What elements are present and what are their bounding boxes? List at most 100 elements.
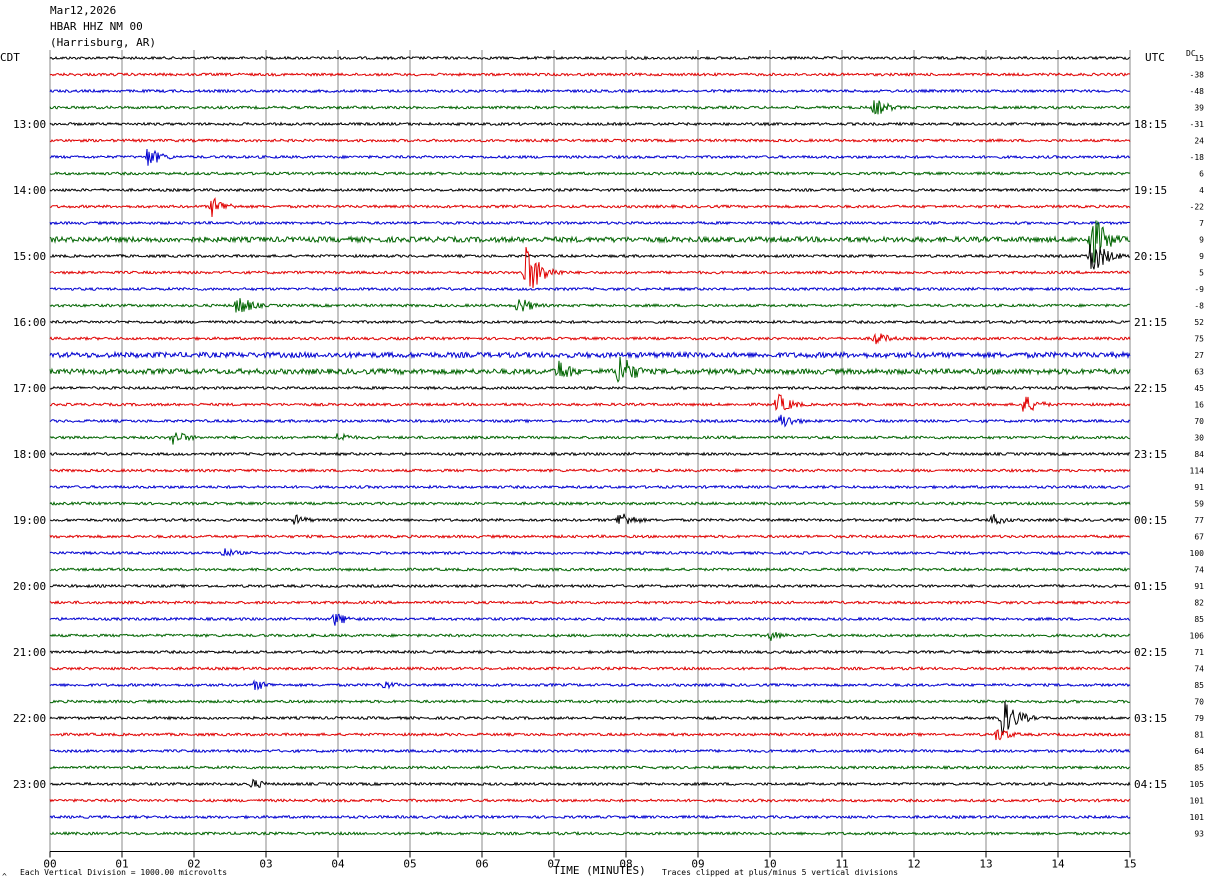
- seismic-trace: [49, 665, 1131, 671]
- x-tick-label: 04: [331, 858, 345, 871]
- seismic-trace: [49, 533, 1131, 539]
- x-axis-label: TIME (MINUTES): [553, 864, 646, 877]
- seismic-trace: [49, 468, 1131, 474]
- utc-time-label: 23:15: [1134, 448, 1167, 461]
- seismic-trace: [50, 244, 1131, 270]
- dc-offset-label: 59: [1194, 500, 1204, 509]
- dc-offset-label: 75: [1194, 335, 1204, 344]
- dc-offset-label: 71: [1194, 648, 1204, 657]
- seismic-trace: [49, 432, 1131, 445]
- seismic-trace: [49, 88, 1131, 94]
- seismic-trace: [49, 748, 1131, 754]
- dc-offset-label: 24: [1194, 137, 1204, 146]
- local-time-label: 15:00: [13, 250, 46, 263]
- seismic-trace: [49, 451, 1131, 457]
- x-tick-label: 13: [979, 858, 992, 871]
- dc-offset-label: 79: [1194, 714, 1204, 723]
- seismic-trace: [49, 613, 1131, 626]
- dc-offset-label: 63: [1194, 368, 1204, 377]
- x-tick-label: 10: [763, 858, 776, 871]
- dc-offset-label: -31: [1190, 120, 1205, 129]
- x-tick-label: 08: [619, 858, 632, 871]
- dc-offset-label: 15: [1194, 54, 1204, 63]
- x-tick-label: 05: [403, 858, 416, 871]
- date-label: Mar12,2026: [50, 4, 117, 17]
- x-tick-label: 02: [187, 858, 200, 871]
- utc-time-label: 19:15: [1134, 184, 1167, 197]
- utc-time-label: 01:15: [1134, 580, 1167, 593]
- local-time-label: 19:00: [13, 514, 46, 527]
- utc-time-label: 02:15: [1134, 646, 1167, 659]
- dc-offset-label: 114: [1190, 467, 1205, 476]
- utc-time-label: 20:15: [1134, 250, 1167, 263]
- seismic-trace: [49, 393, 1131, 412]
- x-tick-label: 03: [259, 858, 272, 871]
- seismic-trace: [49, 385, 1131, 391]
- dc-offset-label: -48: [1190, 87, 1205, 96]
- dc-offset-label: -38: [1190, 71, 1205, 80]
- seismic-trace: [49, 138, 1131, 143]
- seismic-trace: [49, 547, 1130, 557]
- local-time-label: 13:00: [13, 118, 46, 131]
- dc-offset-label: 45: [1194, 384, 1204, 393]
- seismic-trace: [49, 631, 1131, 641]
- seismic-trace: [49, 698, 1131, 705]
- x-tick-label: 11: [835, 858, 848, 871]
- seismic-trace: [49, 187, 1131, 193]
- x-tick-label: 01: [115, 858, 128, 871]
- dc-header-label: DC: [1186, 49, 1196, 58]
- utc-time-label: 03:15: [1134, 712, 1167, 725]
- seismic-trace: [49, 814, 1131, 820]
- seismic-trace: [49, 500, 1131, 506]
- seismic-trace: [49, 55, 1131, 61]
- seismic-trace: [49, 148, 1131, 166]
- dc-offset-label: 70: [1194, 417, 1204, 426]
- local-time-label: 16:00: [13, 316, 46, 329]
- seismic-trace: [49, 71, 1131, 77]
- dc-offset-label: 77: [1194, 516, 1204, 525]
- seismic-trace: [49, 298, 1131, 313]
- left-timezone-label: CDT: [0, 51, 20, 64]
- seismic-trace: [49, 220, 1131, 263]
- dc-offset-label: 74: [1194, 665, 1204, 674]
- local-time-label: 14:00: [13, 184, 46, 197]
- dc-offset-label: 84: [1194, 450, 1204, 459]
- dc-offset-label: 67: [1194, 533, 1204, 542]
- dc-offset-label: 4: [1199, 186, 1204, 195]
- seismic-trace: [50, 513, 1131, 525]
- seismic-trace: [49, 332, 1131, 345]
- dc-offset-label: -18: [1190, 153, 1205, 162]
- seismic-trace: [49, 319, 1131, 325]
- seismic-trace: [49, 121, 1131, 127]
- dc-offset-label: 105: [1190, 780, 1205, 789]
- seismic-trace: [49, 649, 1131, 655]
- seismic-trace: [49, 356, 1131, 383]
- utc-time-label: 18:15: [1134, 118, 1167, 131]
- dc-offset-label: 9: [1199, 236, 1204, 245]
- seismic-trace: [49, 583, 1131, 589]
- dc-offset-label: -9: [1194, 285, 1204, 294]
- dc-offset-label: 16: [1194, 401, 1204, 410]
- dc-offset-label: 39: [1194, 104, 1204, 113]
- dc-offset-label: 64: [1194, 747, 1204, 756]
- seismic-trace: [49, 797, 1131, 803]
- dc-offset-label: 101: [1190, 813, 1205, 822]
- x-tick-label: 07: [547, 858, 560, 871]
- seismic-trace: [49, 701, 1131, 735]
- utc-time-label: 04:15: [1134, 778, 1167, 791]
- dc-offset-label: 52: [1194, 318, 1204, 327]
- seismic-trace: [49, 600, 1131, 605]
- dc-offset-label: 6: [1199, 170, 1204, 179]
- local-time-label: 22:00: [13, 712, 46, 725]
- location-label: (Harrisburg, AR): [50, 36, 156, 49]
- scale-note: Each Vertical Division = 1000.00 microvo…: [20, 868, 228, 877]
- station-label: HBAR HHZ NM 00: [50, 20, 143, 33]
- x-tick-label: 15: [1123, 858, 1136, 871]
- dc-offset-label: 30: [1194, 434, 1204, 443]
- local-time-label: 17:00: [13, 382, 46, 395]
- seismic-trace: [49, 414, 1131, 428]
- clip-note: Traces clipped at plus/minus 5 vertical …: [662, 868, 899, 877]
- x-tick-label: 12: [907, 858, 920, 871]
- dc-offset-label: 81: [1194, 731, 1204, 740]
- dc-offset-label: 9: [1199, 252, 1204, 261]
